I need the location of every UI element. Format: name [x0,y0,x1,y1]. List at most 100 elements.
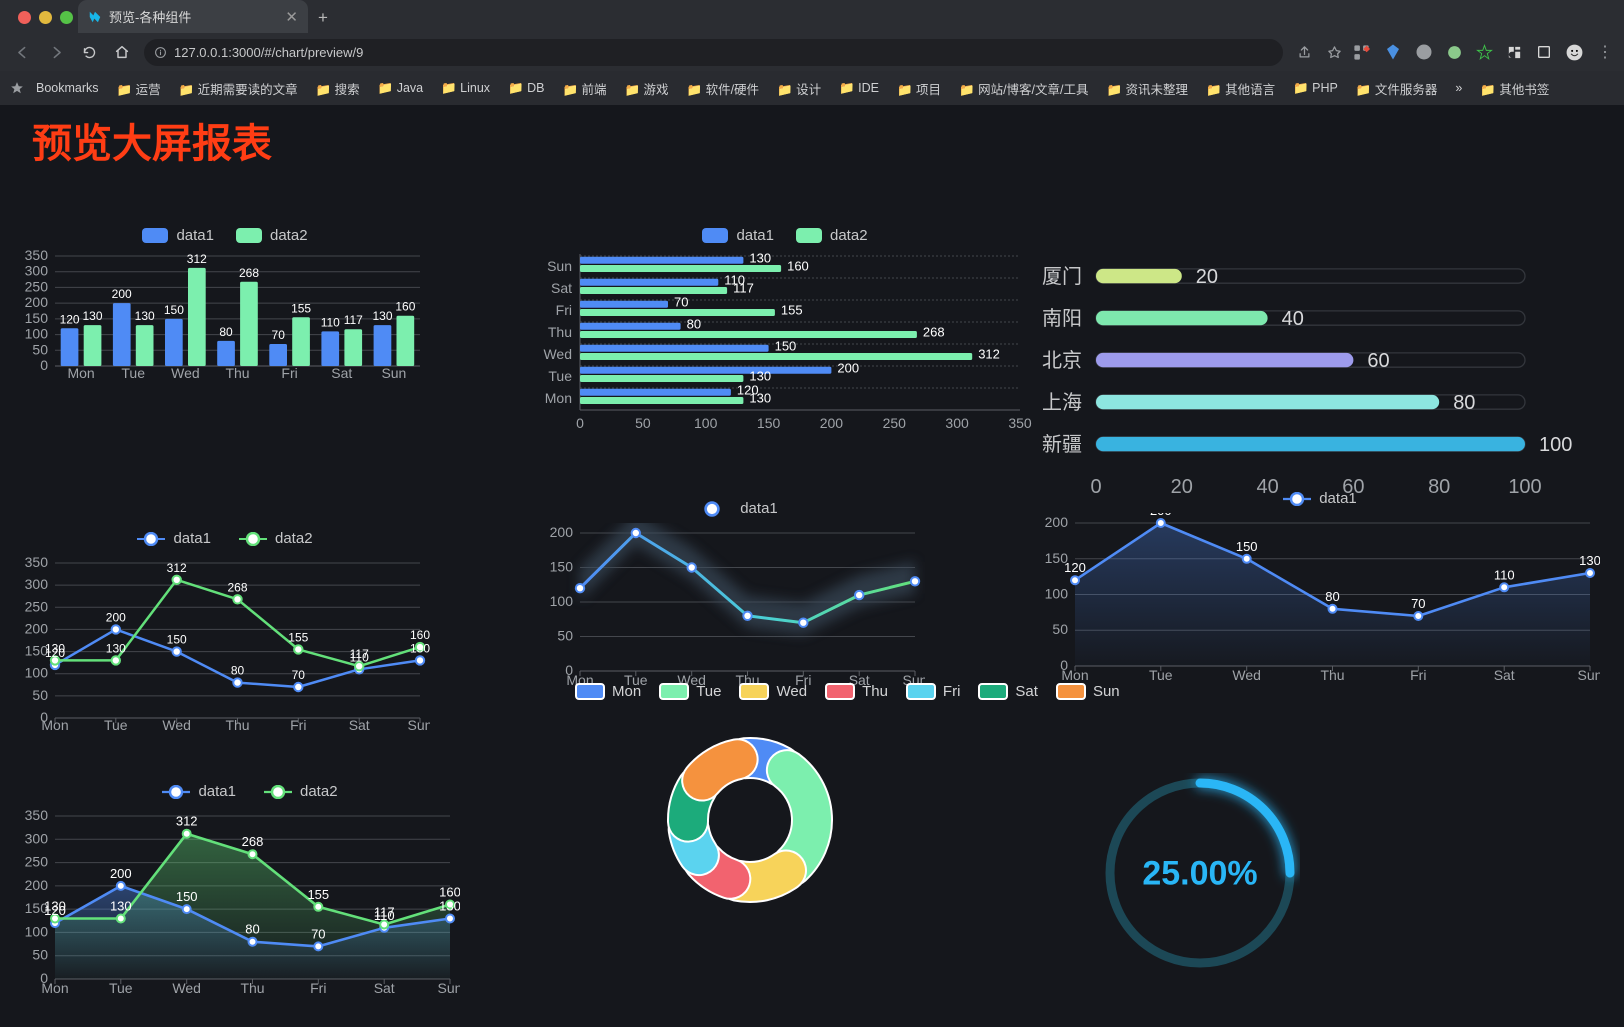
svg-text:300: 300 [945,415,969,431]
svg-text:100: 100 [1045,586,1069,602]
svg-text:350: 350 [25,247,49,263]
svg-text:厦门: 厦门 [1042,265,1082,288]
svg-text:300: 300 [25,576,49,592]
svg-text:0: 0 [576,415,584,431]
svg-text:50: 50 [32,341,48,357]
svg-text:150: 150 [757,415,781,431]
svg-text:Thu: Thu [225,717,249,733]
svg-text:Tue: Tue [104,717,128,733]
svg-text:Sun: Sun [547,258,572,274]
svg-text:130: 130 [439,899,460,914]
svg-text:200: 200 [837,360,859,375]
svg-text:200: 200 [110,866,132,881]
svg-text:Tue: Tue [109,980,133,996]
svg-text:Sat: Sat [349,717,370,733]
svg-text:160: 160 [787,259,809,274]
svg-text:312: 312 [167,561,187,575]
svg-text:200: 200 [106,610,126,624]
svg-text:117: 117 [350,647,369,661]
svg-text:Thu: Thu [225,365,249,381]
svg-text:Wed: Wed [543,346,572,362]
svg-text:Wed: Wed [171,365,200,381]
svg-text:130: 130 [372,309,392,323]
svg-text:50: 50 [32,947,48,963]
svg-text:25.00%: 25.00% [1142,855,1257,893]
svg-text:312: 312 [176,814,198,829]
svg-text:268: 268 [239,266,259,280]
svg-text:Fri: Fri [556,302,572,318]
svg-text:117: 117 [374,905,395,920]
svg-text:100: 100 [694,415,718,431]
svg-text:70: 70 [311,926,325,941]
svg-text:Mon: Mon [545,390,572,406]
svg-text:130: 130 [1579,553,1600,568]
svg-text:130: 130 [110,899,132,914]
svg-text:Sun: Sun [381,365,406,381]
svg-text:Mon: Mon [41,717,68,733]
svg-text:Sun: Sun [1578,667,1600,683]
svg-text:150: 150 [176,889,198,904]
svg-text:70: 70 [1411,596,1425,611]
svg-text:250: 250 [25,278,49,294]
svg-text:Sun: Sun [408,717,430,733]
svg-text:80: 80 [1325,589,1339,604]
svg-text:200: 200 [550,524,574,540]
svg-text:Sat: Sat [374,980,395,996]
svg-text:110: 110 [1494,567,1515,582]
svg-text:新疆: 新疆 [1042,433,1082,456]
svg-text:150: 150 [775,338,797,353]
svg-text:50: 50 [32,687,48,703]
svg-text:100: 100 [25,326,49,342]
svg-text:300: 300 [25,263,49,279]
svg-text:Fri: Fri [310,980,326,996]
svg-text:20: 20 [1196,266,1218,288]
svg-text:150: 150 [1236,539,1258,554]
svg-text:150: 150 [164,303,184,317]
svg-text:80: 80 [231,664,245,678]
svg-text:155: 155 [288,630,308,644]
svg-text:130: 130 [749,391,771,406]
svg-text:0: 0 [40,357,48,373]
svg-text:Sat: Sat [331,365,352,381]
svg-text:Sun: Sun [438,980,460,996]
svg-text:Tue: Tue [548,368,572,384]
svg-text:Fri: Fri [1410,667,1426,683]
svg-text:200: 200 [820,415,844,431]
svg-text:130: 130 [44,899,66,914]
svg-text:80: 80 [1453,392,1475,414]
svg-text:268: 268 [923,325,945,340]
svg-text:100: 100 [550,593,574,609]
svg-text:Wed: Wed [1232,667,1261,683]
svg-text:70: 70 [272,328,286,342]
svg-text:150: 150 [25,310,49,326]
svg-text:350: 350 [1008,415,1032,431]
svg-text:130: 130 [135,309,155,323]
svg-text:312: 312 [187,252,207,266]
svg-text:70: 70 [292,668,306,682]
svg-text:250: 250 [25,598,49,614]
svg-text:250: 250 [25,854,49,870]
svg-text:北京: 北京 [1042,349,1082,372]
svg-text:Wed: Wed [162,717,191,733]
svg-text:50: 50 [557,628,573,644]
svg-text:Thu: Thu [548,324,572,340]
svg-text:350: 350 [25,554,49,570]
svg-text:120: 120 [1064,560,1086,575]
svg-text:120: 120 [60,312,80,326]
svg-text:Sat: Sat [551,280,572,296]
svg-text:130: 130 [45,641,65,655]
svg-text:160: 160 [395,300,415,314]
svg-text:Sat: Sat [1494,667,1515,683]
svg-text:70: 70 [674,294,688,309]
svg-text:130: 130 [410,641,430,655]
svg-text:200: 200 [25,877,49,893]
svg-text:南阳: 南阳 [1042,307,1082,330]
svg-text:117: 117 [344,313,363,327]
svg-text:155: 155 [781,303,803,318]
svg-text:80: 80 [687,316,701,331]
svg-text:Wed: Wed [172,980,201,996]
svg-text:268: 268 [227,580,247,594]
svg-text:200: 200 [112,287,132,301]
svg-text:100: 100 [25,923,49,939]
svg-text:50: 50 [1052,621,1068,637]
